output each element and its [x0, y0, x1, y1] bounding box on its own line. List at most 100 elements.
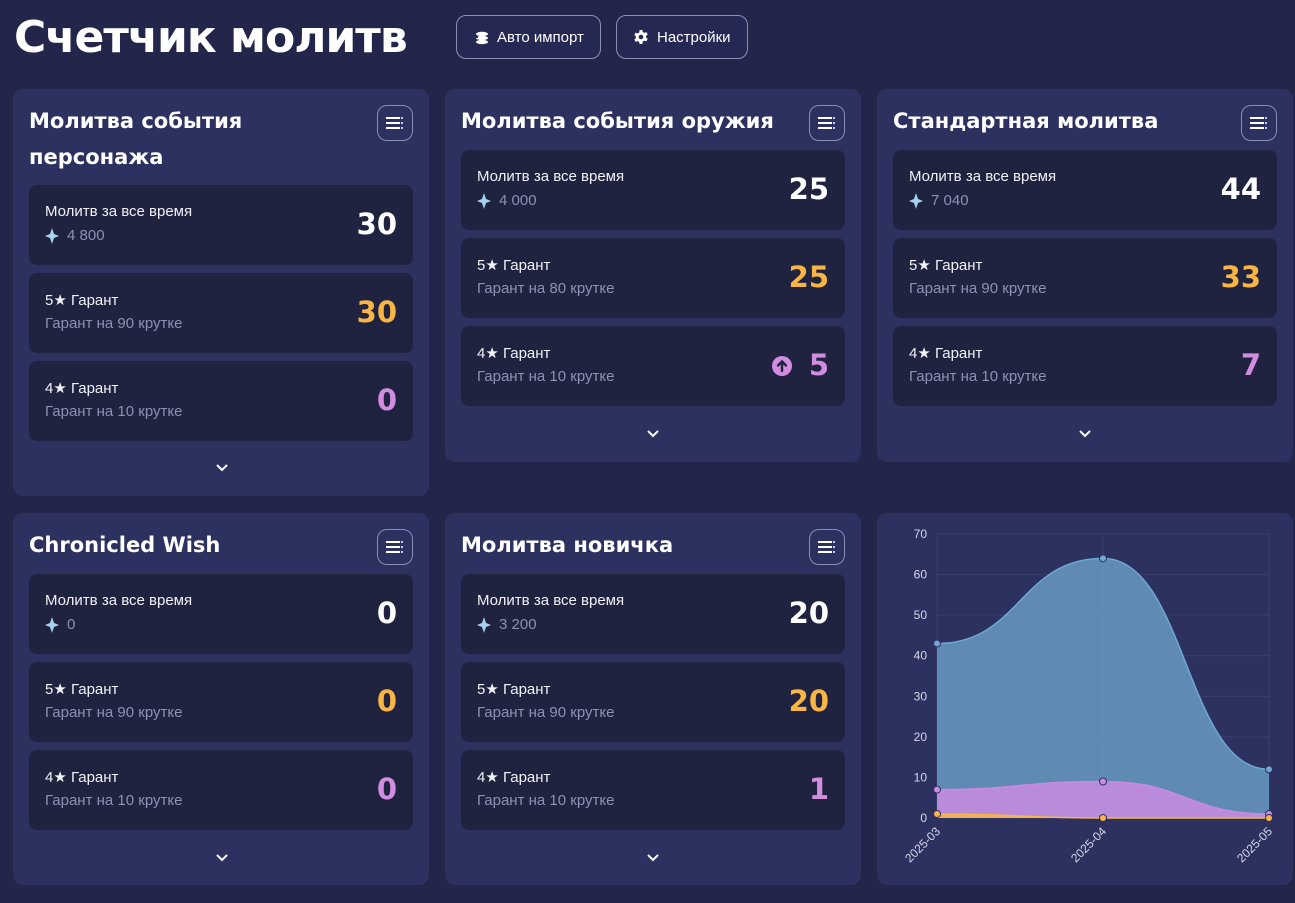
chevron-down-icon[interactable]	[214, 853, 230, 863]
data-point	[1099, 777, 1107, 786]
chevron-down-icon[interactable]	[214, 463, 230, 473]
data-point	[933, 785, 941, 794]
four-star-sub: Гарант на 10 крутке	[45, 792, 183, 809]
four-star-value: 0	[376, 772, 397, 806]
five-star-value: 30	[356, 295, 397, 329]
four-star-pity-row: 4★ Гарант Гарант на 10 крутке 7	[893, 326, 1277, 406]
five-star-sub: Гарант на 80 крутке	[477, 280, 615, 297]
y-tick-label: 0	[920, 811, 927, 825]
four-star-value: 0	[376, 383, 397, 417]
y-tick-label: 30	[914, 689, 928, 703]
total-wishes-row: Молитв за все время 4 800 30	[29, 185, 413, 265]
four-star-pity-row: 4★ Гарант Гарант на 10 крутке 1	[461, 750, 845, 830]
menu-icon	[818, 117, 835, 129]
total-wishes-label: Молитв за все время	[45, 203, 193, 220]
card-menu-button[interactable]	[377, 529, 413, 565]
total-primogems: 3 200	[477, 616, 537, 633]
five-star-pity-row: 5★ Гарант Гарант на 90 крутке 30	[29, 273, 413, 353]
total-primogems: 0	[45, 616, 75, 633]
five-star-value: 33	[1220, 260, 1261, 294]
card-title: Молитва события персонажа	[29, 109, 243, 169]
total-wishes-row: Молитв за все время 4 000 25	[461, 150, 845, 230]
data-point	[933, 639, 941, 648]
total-primogems: 4 000	[477, 192, 537, 209]
five-star-value: 20	[788, 684, 829, 718]
chevron-down-icon[interactable]	[645, 429, 661, 439]
primogem-icon	[477, 192, 491, 209]
settings-button[interactable]: Настройки	[616, 15, 748, 59]
y-tick-label: 70	[914, 527, 928, 541]
x-tick-label: 2025-03	[902, 824, 943, 865]
five-star-sub: Гарант на 90 крутке	[477, 704, 615, 721]
y-tick-label: 40	[914, 649, 928, 663]
four-star-value: 7	[1240, 348, 1261, 382]
total-wishes-label: Молитв за все время	[477, 592, 625, 609]
chevron-down-icon[interactable]	[1077, 429, 1093, 439]
banner-card-chronicled: Chronicled Wish Молитв за все время 0 0 …	[13, 513, 429, 885]
card-menu-button[interactable]	[809, 105, 845, 141]
primogem-amount: 4 000	[499, 192, 537, 209]
series-area	[937, 813, 1269, 818]
data-point	[933, 809, 941, 818]
data-point	[1099, 554, 1107, 563]
five-star-label: 5★ Гарант	[45, 681, 119, 698]
arrow-up-circle-icon	[772, 356, 792, 376]
menu-icon	[386, 117, 403, 129]
four-star-label: 4★ Гарант	[909, 345, 983, 362]
five-star-label: 5★ Гарант	[477, 681, 551, 698]
card-menu-button[interactable]	[377, 105, 413, 141]
card-menu-button[interactable]	[809, 529, 845, 565]
five-star-sub: Гарант на 90 крутке	[909, 280, 1047, 297]
menu-icon	[1250, 117, 1267, 129]
five-star-sub: Гарант на 90 крутке	[45, 315, 183, 332]
series-line	[936, 557, 1270, 771]
card-menu-button[interactable]	[1241, 105, 1277, 141]
card-title: Молитва новичка	[461, 533, 674, 557]
auto-import-button[interactable]: Авто импорт	[456, 15, 601, 59]
primogem-icon	[45, 227, 59, 244]
total-wishes-label: Молитв за все время	[45, 592, 193, 609]
four-star-label: 4★ Гарант	[477, 769, 551, 786]
series-area	[937, 781, 1269, 818]
five-star-label: 5★ Гарант	[45, 292, 119, 309]
four-star-label: 4★ Гарант	[45, 769, 119, 786]
page-title: Счетчик молитв	[14, 11, 408, 63]
five-star-value: 25	[788, 260, 829, 294]
four-star-pity-row: 4★ Гарант Гарант на 10 крутке 0	[29, 750, 413, 830]
primogem-icon	[45, 616, 59, 633]
four-star-pity-row: 4★ Гарант Гарант на 10 крутке 5	[461, 326, 845, 406]
primogem-amount: 4 800	[67, 227, 105, 244]
four-star-value: 1	[808, 772, 829, 806]
total-wishes-label: Молитв за все время	[477, 168, 625, 185]
data-point	[1099, 814, 1107, 822]
x-tick-label: 2025-04	[1068, 824, 1109, 865]
total-wishes-row: Молитв за все время 0 0	[29, 574, 413, 654]
auto-import-label: Авто импорт	[497, 28, 584, 46]
total-primogems: 4 800	[45, 227, 105, 244]
four-star-sub: Гарант на 10 крутке	[45, 403, 183, 420]
primogem-amount: 7 040	[931, 192, 969, 209]
four-star-pity-row: 4★ Гарант Гарант на 10 крутке 0	[29, 361, 413, 441]
menu-icon	[386, 541, 403, 553]
primogem-amount: 3 200	[499, 616, 537, 633]
banner-card-beginner: Молитва новичка Молитв за все время 3 20…	[445, 513, 861, 885]
banner-card-standard: Стандартная молитва Молитв за все время …	[877, 89, 1293, 462]
chevron-down-icon[interactable]	[645, 853, 661, 863]
wish-history-chart: 0 10 20 30 40 50 60 70 2025-03 2025-04 2025-05	[902, 527, 1275, 865]
y-tick-label: 60	[914, 568, 928, 582]
y-tick-label: 50	[914, 608, 928, 622]
y-tick-label: 10	[914, 770, 928, 784]
y-tick-label: 20	[914, 730, 928, 744]
data-point	[1265, 765, 1273, 774]
total-primogems: 7 040	[909, 192, 969, 209]
four-star-label: 4★ Гарант	[45, 380, 119, 397]
primogem-amount: 0	[67, 616, 76, 633]
total-wishes-row: Молитв за все время 3 200 20	[461, 574, 845, 654]
gear-icon	[634, 30, 648, 44]
x-tick-label: 2025-05	[1234, 824, 1275, 865]
five-star-label: 5★ Гарант	[477, 257, 551, 274]
five-star-label: 5★ Гарант	[909, 257, 983, 274]
primogem-icon	[909, 192, 923, 209]
five-star-value: 0	[376, 684, 397, 718]
banner-card-weapon-event: Молитва события оружия Молитв за все вре…	[445, 89, 861, 462]
